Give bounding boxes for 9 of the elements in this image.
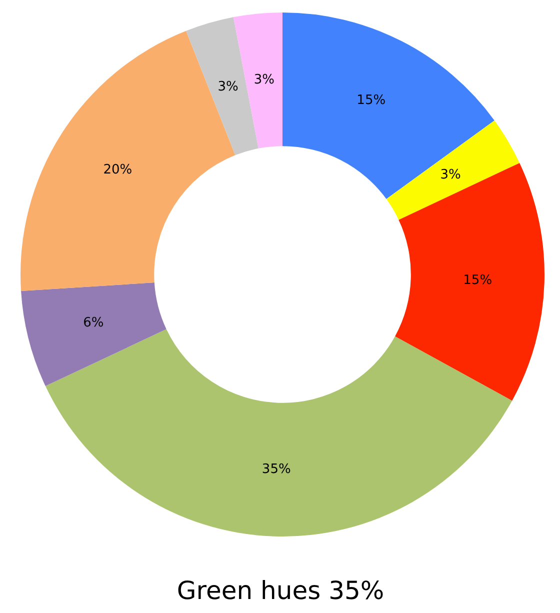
data-label: 15% [356, 93, 386, 108]
data-label: 3% [440, 168, 461, 183]
data-label: 15% [463, 273, 492, 288]
data-label: 20% [103, 162, 132, 178]
data-label: 3% [254, 72, 274, 88]
data-label: 3% [218, 80, 238, 95]
data-label: 6% [83, 316, 104, 331]
data-label: 35% [262, 462, 291, 478]
text: Green hues 35% [176, 576, 384, 605]
